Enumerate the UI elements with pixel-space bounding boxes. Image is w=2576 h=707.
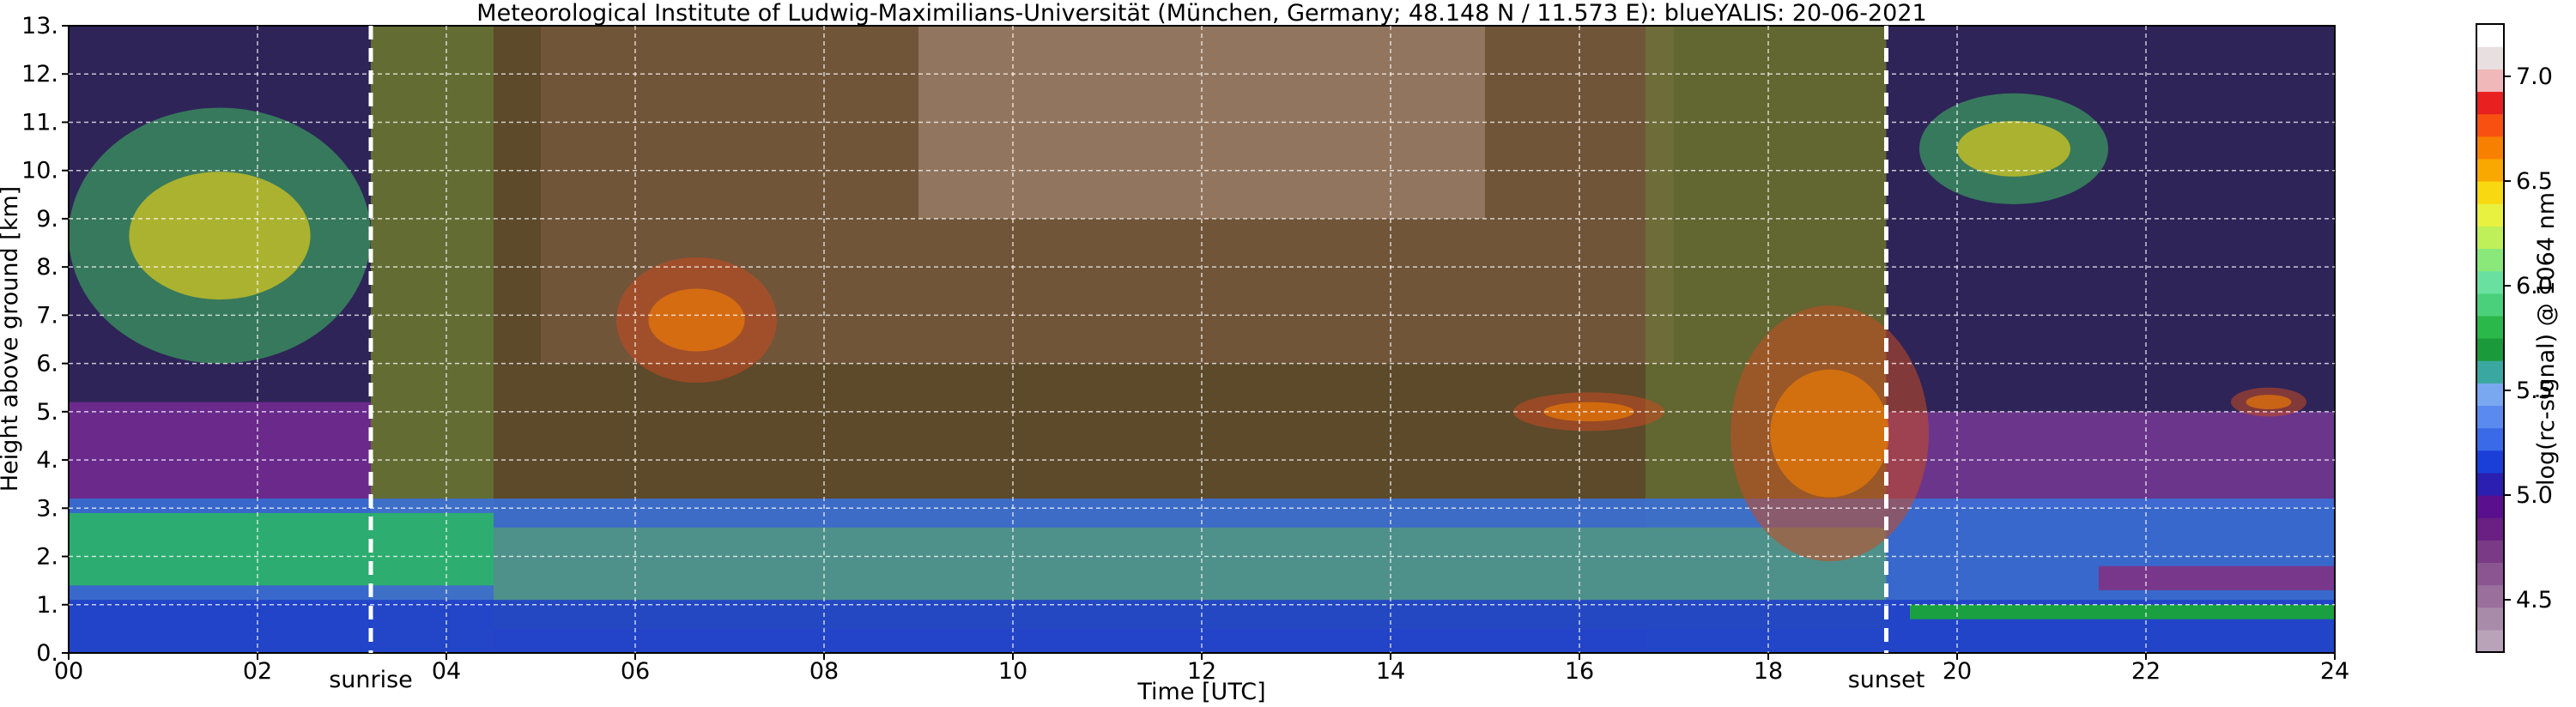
x-tick-label: 00 <box>54 658 83 685</box>
colorbar-swatch <box>2476 338 2504 361</box>
cloud-core <box>129 172 311 300</box>
colorbar-swatch <box>2476 69 2504 93</box>
y-tick-label: 10. <box>21 158 58 184</box>
colorbar-swatch <box>2476 113 2504 137</box>
colorbar-swatch <box>2476 495 2504 518</box>
colorbar-tick-label: 4.5 <box>2516 587 2553 613</box>
colorbar-swatch <box>2476 427 2504 451</box>
sun-markers: sunrise sunset <box>329 26 1924 693</box>
y-tick-label: 11. <box>21 109 58 136</box>
y-tick-label: 9. <box>36 206 58 233</box>
night-purple-band <box>2099 565 2335 590</box>
colorbar-tick-label: 6.5 <box>2516 168 2553 195</box>
marker-label-sunset: sunset <box>1848 667 1925 693</box>
x-tick-label: 24 <box>2320 658 2349 685</box>
x-tick-label: 02 <box>243 658 272 685</box>
y-tick-label: 4. <box>36 447 58 474</box>
colorbar-tick-label: 7.0 <box>2516 63 2553 90</box>
y-axis-label: Height above ground [km] <box>0 186 23 492</box>
colorbar-swatch <box>2476 517 2504 541</box>
x-tick-label: 10 <box>998 658 1027 685</box>
x-tick-label: 16 <box>1565 658 1594 685</box>
x-tick-label: 08 <box>809 658 839 685</box>
y-tick-label: 7. <box>36 302 58 329</box>
colorbar-tick-label: 5.0 <box>2516 482 2553 509</box>
colorbar-swatch <box>2476 562 2504 586</box>
colorbar-swatch <box>2476 383 2504 407</box>
colorbar-swatch <box>2476 405 2504 429</box>
colorbar-swatch <box>2476 629 2504 653</box>
x-tick-label: 22 <box>2131 658 2161 685</box>
y-tick-label: 13. <box>21 13 58 39</box>
colorbar-swatch <box>2476 315 2504 339</box>
cloud-core <box>1770 369 1889 498</box>
colorbar-swatch <box>2476 136 2504 160</box>
marker-label-sunrise: sunrise <box>329 667 413 693</box>
colorbar-tick-label: 5.5 <box>2516 378 2553 404</box>
colorbar-swatch <box>2476 226 2504 250</box>
colorbar-swatch <box>2476 584 2504 608</box>
x-tick-label: 18 <box>1754 658 1783 685</box>
night-green-band <box>1910 604 2335 619</box>
colorbar-swatch <box>2476 472 2504 496</box>
x-tick-label: 04 <box>432 658 461 685</box>
y-tick-label: 1. <box>36 592 58 619</box>
x-tick-label: 12 <box>1187 658 1216 685</box>
colorbar-label: log(rc-signal) @ 1064 nm <box>2533 192 2560 486</box>
colorbar-swatch <box>2476 181 2504 204</box>
colorbar-swatch <box>2476 46 2504 69</box>
colorbar-swatch <box>2476 293 2504 317</box>
colorbar-swatch <box>2476 450 2504 474</box>
grid-lines <box>69 26 2335 653</box>
chart-title: Meteorological Institute of Ludwig-Maxim… <box>476 0 1926 27</box>
cloud-core <box>1543 402 1634 422</box>
colorbar-swatch <box>2476 91 2504 115</box>
colorbar-swatch <box>2476 540 2504 564</box>
colorbar-tick-label: 6.0 <box>2516 273 2553 299</box>
y-tick-label: 0. <box>36 640 58 667</box>
colorbar: 4.5 5.0 5.5 6.0 6.5 7.0 <box>2476 23 2553 653</box>
cloud-core <box>648 288 745 352</box>
colorbar-swatch <box>2476 270 2504 294</box>
residual-layer-left <box>69 402 371 499</box>
y-tick-label: 6. <box>36 351 58 378</box>
y-tick-label: 12. <box>21 61 58 88</box>
y-tick-label: 3. <box>36 495 58 522</box>
colorbar-frame <box>2476 23 2505 653</box>
colorbar-swatch <box>2476 203 2504 227</box>
colorbar-swatch <box>2476 607 2504 631</box>
y-tick-label: 2. <box>36 544 58 571</box>
colorbar-swatch <box>2476 24 2504 47</box>
colorbar-swatch <box>2476 248 2504 272</box>
colorbar-swatch <box>2476 360 2504 384</box>
x-tick-label: 06 <box>621 658 650 685</box>
y-tick-label: 8. <box>36 254 58 281</box>
x-axis: 00 02 04 06 08 10 12 14 16 18 20 22 24 <box>54 653 2349 685</box>
cloud-core <box>1957 121 2070 177</box>
x-axis-label: Time [UTC] <box>1136 679 1265 705</box>
y-tick-label: 5. <box>36 399 58 426</box>
cloud-core <box>2246 395 2292 410</box>
x-tick-label: 20 <box>1943 658 1972 685</box>
boundary-layer-green <box>69 512 494 586</box>
y-axis: 0. 1. 2. 3. 4. 5. 6. 7. 8. 9. 10. 11. 12. 13. <box>21 13 69 667</box>
colorbar-swatch <box>2476 158 2504 182</box>
x-tick-label: 14 <box>1376 658 1405 685</box>
